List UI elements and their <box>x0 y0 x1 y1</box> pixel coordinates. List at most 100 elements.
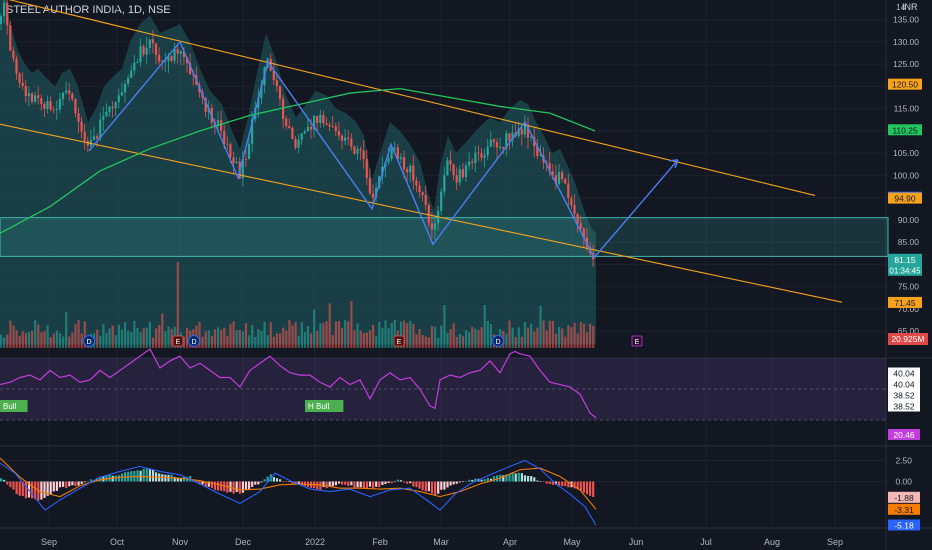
candle-body <box>458 169 461 183</box>
candle-body <box>288 125 291 128</box>
candle-body <box>412 165 415 181</box>
candle-body <box>446 160 449 176</box>
candle-body <box>573 205 576 214</box>
volume-bar <box>415 334 418 348</box>
macd-histogram-bar <box>508 474 511 482</box>
price-tick-label: 130.00 <box>893 37 919 47</box>
macd-histogram-bar <box>564 481 567 487</box>
event-marker-shape <box>631 335 643 347</box>
candle-body <box>526 124 530 138</box>
candle-body <box>430 223 433 230</box>
candle-body <box>182 51 185 58</box>
candle-body <box>455 175 458 183</box>
candle-body <box>99 119 102 139</box>
macd-histogram-bar <box>272 477 275 482</box>
earnings-event-marker: E <box>393 335 405 347</box>
price-axis[interactable]: 65.0070.0075.0080.0085.0090.0095.00100.0… <box>888 2 928 531</box>
macd-histogram-bar <box>43 481 46 498</box>
macd-histogram-bar <box>232 481 235 494</box>
macd-histogram-bar <box>282 481 285 483</box>
candle-body <box>167 56 170 62</box>
macd-histogram-bar <box>151 470 155 482</box>
volume-bar <box>158 324 161 348</box>
volume-bar <box>266 335 269 348</box>
macd-histogram-bar <box>12 481 15 490</box>
macd-histogram-bar <box>34 481 37 500</box>
candle-body <box>185 57 189 64</box>
volume-bar <box>40 332 43 348</box>
volume-bar <box>269 322 272 348</box>
macd-histogram-bar <box>573 481 576 489</box>
price-tick-label: 135.00 <box>893 15 919 25</box>
price-label-box <box>888 296 922 308</box>
volume-bar <box>341 327 344 348</box>
volume-bar <box>372 324 375 348</box>
event-marker-shape <box>83 335 95 347</box>
volume-bar <box>155 328 158 348</box>
rsi-label-box <box>888 389 920 401</box>
countdown-label: 01:34:45 <box>889 266 921 275</box>
rsi-pane[interactable]: Bull H Bull <box>0 348 886 421</box>
macd-histogram-bar <box>3 479 6 482</box>
earnings-event-marker: E <box>631 335 643 347</box>
macd-histogram-bar <box>449 481 452 486</box>
macd-histogram-bar <box>148 468 151 482</box>
candle-body <box>303 131 306 134</box>
volume-bar <box>477 330 480 348</box>
macd-histogram-bar <box>68 481 71 487</box>
macd-histogram-bar <box>260 481 263 483</box>
candle-body <box>406 169 409 173</box>
macd-histogram-bar <box>229 481 232 492</box>
macd-histogram-bar <box>579 481 582 491</box>
volume-bar <box>170 328 173 348</box>
volume-bar <box>589 323 592 348</box>
candle-body <box>220 120 223 131</box>
macd-pane[interactable] <box>0 457 597 526</box>
volume-bar <box>539 305 542 348</box>
candle-body <box>353 146 356 154</box>
macd-histogram-bar <box>592 481 595 497</box>
macd-histogram-bar <box>452 481 455 485</box>
volume-bar <box>530 323 533 348</box>
volume-bar <box>514 337 517 348</box>
candle-body <box>424 195 427 206</box>
volume-bar <box>576 333 579 348</box>
candle-body <box>68 90 71 94</box>
volume-bar <box>182 336 186 348</box>
candle-body <box>192 74 195 76</box>
channel-upper-line <box>8 0 816 196</box>
macd-histogram-bar <box>347 481 350 486</box>
volume-bar <box>279 333 282 348</box>
macd-signal-line <box>0 457 597 510</box>
macd-histogram-bar <box>179 478 182 482</box>
volume-bar <box>201 336 204 348</box>
macd-histogram-bar <box>325 481 328 489</box>
macd-histogram-bar <box>52 481 55 492</box>
divergence-tag: Bull <box>3 402 17 411</box>
volume-bar <box>381 328 384 348</box>
volume-bar <box>114 335 117 348</box>
candle-body <box>6 2 9 26</box>
volume-bar <box>77 320 80 348</box>
price-label-box <box>888 78 922 90</box>
candle-body <box>471 161 474 164</box>
macd-histogram-bar <box>533 477 536 482</box>
candle-body <box>371 193 375 198</box>
volume-bar <box>15 330 18 348</box>
macd-histogram-bar <box>585 481 589 495</box>
macd-histogram-bar <box>297 481 300 485</box>
candle-body <box>561 172 564 180</box>
candle-body <box>52 109 55 111</box>
volume-bar <box>21 331 24 348</box>
candle-body <box>127 77 130 84</box>
candle-body <box>344 137 347 141</box>
volume-bar <box>347 321 350 348</box>
candle-body <box>241 159 244 179</box>
time-axis[interactable]: Sep Oct Nov Dec 2022 Feb Mar Apr May Jun Jul Aug Sep <box>41 537 843 547</box>
candle-body <box>158 54 161 62</box>
volume-bar <box>102 324 105 348</box>
macd-histogram-bar <box>356 481 359 488</box>
volume-bar <box>316 331 319 348</box>
